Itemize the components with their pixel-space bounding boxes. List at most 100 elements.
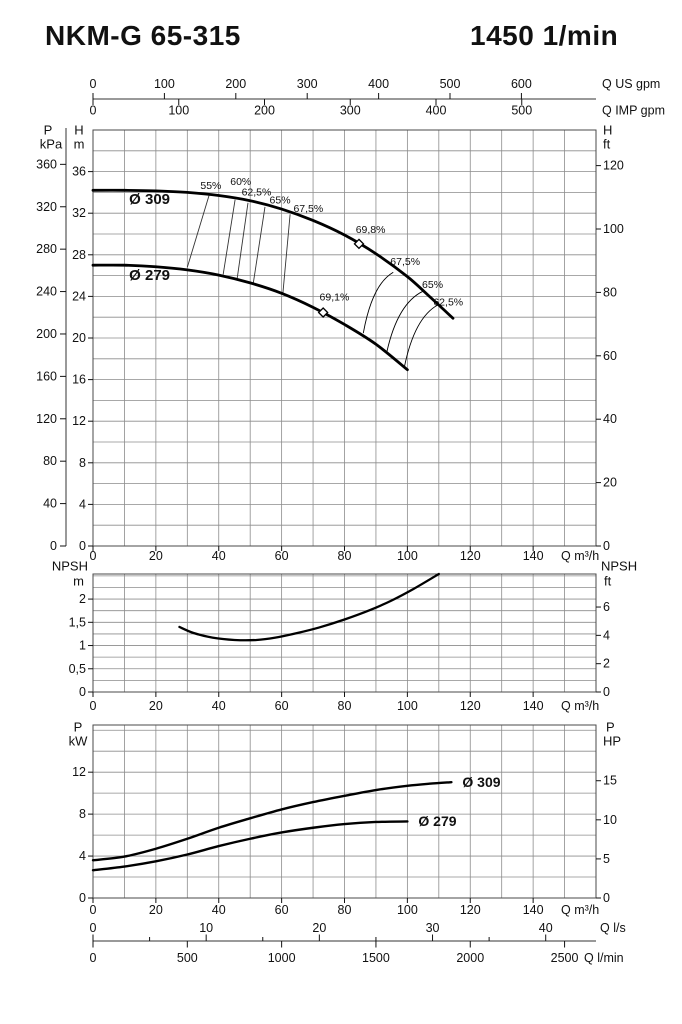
flow-axis-unit-label: Q m³/h: [561, 699, 599, 713]
efficiency-line: [186, 194, 210, 268]
kpa-tick-label: 80: [43, 454, 57, 468]
us-gpm-tick-label: 300: [297, 77, 318, 91]
kpa-tick-label: 120: [36, 412, 57, 426]
us-gpm-tick-label: 400: [368, 77, 389, 91]
efficiency-line: [362, 272, 394, 334]
flow-axis-tick-label: 0: [90, 903, 97, 917]
head-m-axis-unit: m: [74, 137, 85, 152]
flow-axis-tick-label: 140: [523, 903, 544, 917]
ls-tick-label: 30: [426, 921, 440, 935]
head-m-tick-label: 32: [72, 206, 86, 220]
efficiency-line: [386, 290, 424, 352]
npsh-ft-tick-label: 6: [603, 600, 610, 614]
lmin-tick-label: 1000: [268, 951, 296, 965]
pump-speed-label: 1450 1/min: [470, 20, 619, 51]
head-m-tick-label: 0: [79, 539, 86, 553]
lmin-unit-label: Q l/min: [584, 951, 624, 965]
power-kw-axis-label: P: [74, 720, 83, 735]
flow-axis-tick-label: 0: [90, 699, 97, 713]
head-m-tick-label: 28: [72, 248, 86, 262]
imp-gpm-unit-label: Q IMP gpm: [602, 104, 665, 118]
kpa-tick-label: 240: [36, 285, 57, 299]
lmin-tick-label: 500: [177, 951, 198, 965]
kpa-tick-label: 160: [36, 369, 57, 383]
head-ft-tick-label: 80: [603, 285, 617, 299]
flow-axis-tick-label: 140: [523, 549, 544, 563]
flow-axis-tick-label: 140: [523, 699, 544, 713]
head-m-tick-label: 16: [72, 373, 86, 387]
head-ft-tick-label: 40: [603, 412, 617, 426]
efficiency-line: [236, 202, 249, 280]
lmin-tick-label: 2500: [551, 951, 579, 965]
head-m-tick-label: 36: [72, 165, 86, 179]
power-kw-tick-label: 4: [79, 849, 86, 863]
npsh-ft-axis-label: NPSH: [601, 559, 637, 574]
flow-axis-unit-label: Q m³/h: [561, 903, 599, 917]
us-gpm-tick-label: 0: [90, 77, 97, 91]
efficiency-label: 67,5%: [293, 203, 323, 215]
efficiency-label: 55%: [200, 180, 221, 192]
flow-axis-tick-label: 40: [212, 699, 226, 713]
efficiency-label: 65%: [270, 195, 291, 207]
efficiency-label: 67,5%: [390, 256, 420, 268]
npsh-m-tick-label: 2: [79, 592, 86, 606]
npsh-m-tick-label: 1,5: [69, 615, 86, 629]
power-kw-tick-label: 8: [79, 807, 86, 821]
lmin-tick-label: 2000: [456, 951, 484, 965]
efficiency-line: [403, 304, 439, 369]
imp-gpm-tick-label: 200: [254, 104, 275, 118]
flow-axis-tick-label: 60: [275, 903, 289, 917]
lmin-tick-label: 0: [90, 951, 97, 965]
power-hp-tick-label: 0: [603, 891, 610, 905]
power-hp-tick-label: 5: [603, 852, 610, 866]
flow-axis-tick-label: 20: [149, 549, 163, 563]
page-title: NKM-G 65-315: [45, 20, 241, 51]
power-hp-tick-label: 10: [603, 813, 617, 827]
best-efficiency-marker: [353, 238, 365, 250]
npsh-m-tick-label: 1: [79, 639, 86, 653]
head-ft-axis-label: H: [603, 123, 612, 138]
power-curve: [91, 820, 409, 872]
head-m-axis-label: H: [74, 123, 83, 138]
title-row: NKM-G 65-315 1450 1/min: [0, 20, 682, 56]
efficiency-line: [282, 214, 291, 294]
power-kw-tick-label: 12: [72, 765, 86, 779]
npsh-ft-tick-label: 4: [603, 628, 610, 642]
head-ft-tick-label: 100: [603, 222, 624, 236]
us-gpm-tick-label: 600: [511, 77, 532, 91]
kpa-axis-unit: kPa: [40, 137, 63, 152]
npsh-m-axis-label: NPSH: [52, 559, 88, 574]
power-curve-label: Ø 279: [418, 813, 456, 829]
imp-gpm-tick-label: 0: [90, 104, 97, 118]
us-gpm-tick-label: 500: [440, 77, 461, 91]
best-efficiency-marker: [317, 307, 329, 318]
head-ft-tick-label: 20: [603, 476, 617, 490]
best-efficiency-label: 69,8%: [356, 224, 386, 236]
flow-axis-tick-label: 120: [460, 549, 481, 563]
us-gpm-tick-label: 100: [154, 77, 175, 91]
flow-axis-tick-label: 120: [460, 903, 481, 917]
head-ft-tick-label: 60: [603, 349, 617, 363]
flow-axis-tick-label: 0: [90, 549, 97, 563]
power-hp-axis-unit: HP: [603, 734, 621, 749]
kpa-tick-label: 360: [36, 157, 57, 171]
npsh-curve: [178, 572, 440, 642]
kpa-tick-label: 0: [50, 539, 57, 553]
power-kw-tick-label: 0: [79, 891, 86, 905]
imp-gpm-tick-label: 500: [511, 104, 532, 118]
npsh-m-tick-label: 0: [79, 685, 86, 699]
efficiency-label: 62,5%: [242, 186, 272, 198]
ls-tick-label: 10: [199, 921, 213, 935]
flow-axis-tick-label: 100: [397, 903, 418, 917]
flow-axis-tick-label: 120: [460, 699, 481, 713]
ls-unit-label: Q l/s: [600, 921, 626, 935]
npsh-ft-tick-label: 2: [603, 657, 610, 671]
power-kw-axis-unit: kW: [69, 734, 89, 749]
npsh-m-axis-unit: m: [73, 574, 84, 589]
power-hp-axis-label: P: [606, 720, 615, 735]
ls-tick-label: 0: [90, 921, 97, 935]
imp-gpm-tick-label: 400: [426, 104, 447, 118]
ls-tick-label: 20: [312, 921, 326, 935]
efficiency-label: 65%: [422, 279, 443, 291]
